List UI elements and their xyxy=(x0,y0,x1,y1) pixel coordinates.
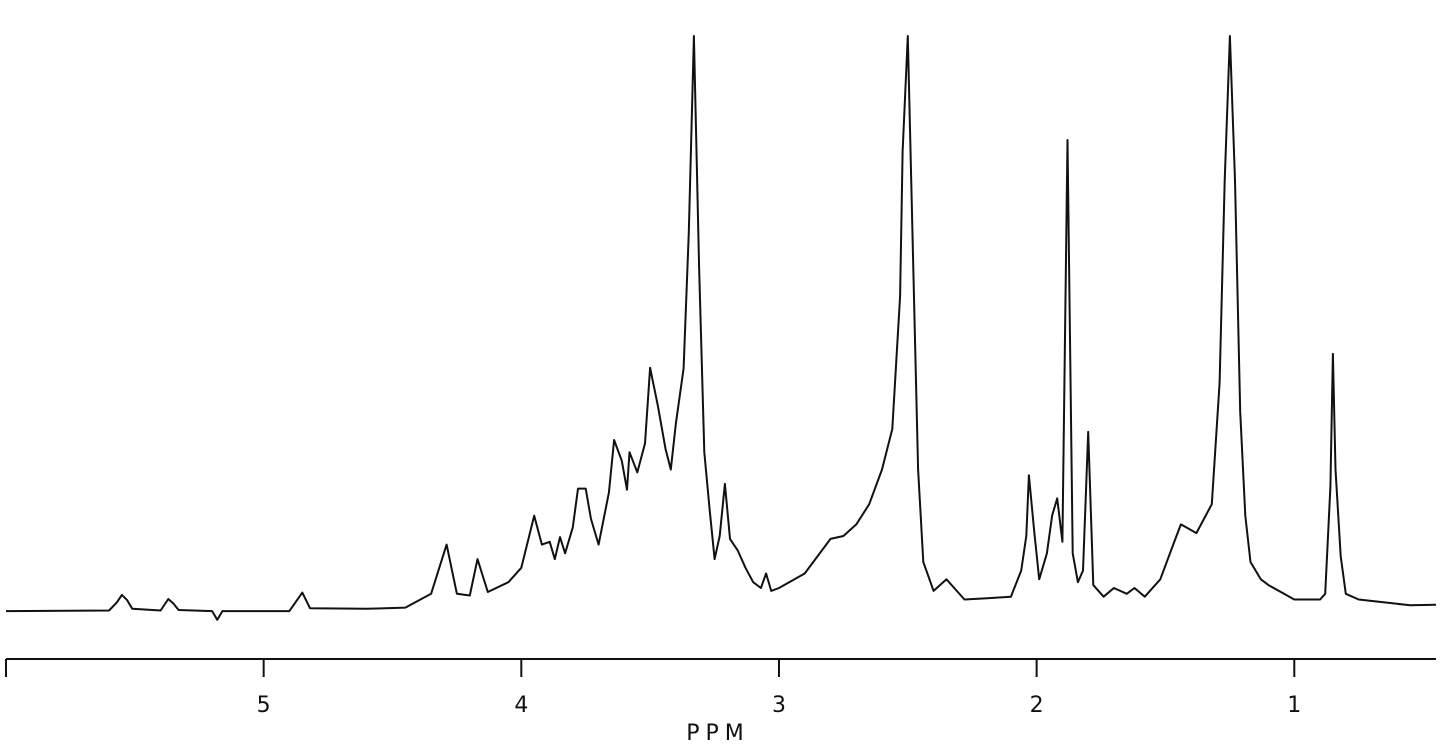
x-tick-label: 1 xyxy=(1287,693,1301,718)
x-axis-ticks: 5 4 3 2 1 xyxy=(5,659,1301,718)
x-tick-label: 5 xyxy=(257,693,271,718)
x-axis-title: PPM xyxy=(686,721,750,746)
spectrum-trace xyxy=(5,35,1437,621)
x-tick-label: 2 xyxy=(1030,693,1044,718)
plot-area xyxy=(5,35,1437,621)
x-tick-label: 4 xyxy=(514,693,528,718)
x-tick-label: 3 xyxy=(772,693,786,718)
x-axis: 5 4 3 2 1 xyxy=(5,658,1436,718)
